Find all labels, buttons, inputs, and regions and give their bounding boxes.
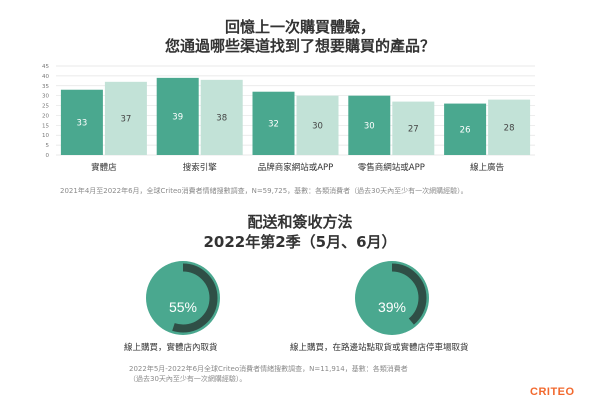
bar xyxy=(296,95,339,155)
chart-footnote: 2021年4月至2022年6月，全球Criteo消費者情緒搜數調查，N=59,7… xyxy=(60,187,468,195)
y-tick-label: 30 xyxy=(42,94,49,100)
donut-footnote-line-1: 2022年5月-2022年6月全球Criteo消費者情緒搜數調查，N=11,91… xyxy=(129,365,408,373)
donut-caption-curbside-pickup: 線上購買，在路邊站點取貨或實體店停車場取貨 xyxy=(290,343,469,353)
bar-value-label: 37 xyxy=(120,114,131,124)
bar xyxy=(104,81,147,155)
bar xyxy=(60,89,103,155)
x-category-label: 實體店 xyxy=(91,162,117,173)
bar xyxy=(252,91,295,155)
y-tick-label: 45 xyxy=(42,64,49,70)
y-tick-label: 20 xyxy=(42,113,49,119)
donut-disc xyxy=(146,261,220,335)
donut-arc xyxy=(357,263,427,333)
donut-disc xyxy=(355,261,429,335)
y-tick-label: 35 xyxy=(42,84,49,90)
x-category-label: 品牌商家網站或APP xyxy=(258,162,334,173)
y-tick-label: 15 xyxy=(42,123,49,129)
y-tick-label: 5 xyxy=(46,143,50,149)
bar-value-label: 30 xyxy=(312,121,323,131)
bar xyxy=(392,101,435,155)
donut-ring xyxy=(355,261,429,335)
x-category-label: 線上廣告 xyxy=(470,162,504,173)
donut-chart-curbside-pickup: 39% xyxy=(355,261,429,335)
bar-value-label: 28 xyxy=(504,123,515,133)
y-tick-label: 0 xyxy=(46,153,50,159)
y-tick-label: 10 xyxy=(42,133,49,139)
donut-chart-in-store-pickup: 55% xyxy=(146,261,220,335)
bar-value-label: 32 xyxy=(268,119,279,129)
donut-arc xyxy=(148,263,218,333)
donut-caption-in-store-pickup: 線上購買，實體店內取貨 xyxy=(124,343,218,353)
x-category-label: 搜索引擎 xyxy=(183,162,218,173)
x-category-label: 零售商網站或APP xyxy=(358,162,425,173)
bar xyxy=(200,79,243,155)
bar xyxy=(156,77,199,155)
bar-value-label: 33 xyxy=(76,118,87,128)
y-tick-label: 25 xyxy=(42,104,49,110)
bar-value-label: 27 xyxy=(408,124,419,134)
donut-ring xyxy=(146,261,220,335)
donut-footnote-line-2: （過去30天內至少有一次網購經驗）。 xyxy=(129,375,247,383)
donut-percent-label: 55% xyxy=(168,299,198,315)
criteo-logo: CRITEO xyxy=(530,386,575,398)
bar-value-label: 30 xyxy=(364,121,375,131)
bar-value-label: 26 xyxy=(460,125,471,135)
section-title-line-1: 配送和簽收方法 xyxy=(247,213,353,231)
chart-title-line-1: 回憶上一次購買體驗， xyxy=(224,18,375,36)
chart-title-line-2: 您通過哪些渠道找到了想要購買的產品？ xyxy=(164,37,435,55)
bar xyxy=(488,99,531,155)
bar xyxy=(444,103,487,155)
section-title-line-2: 2022年第2季（5月、6月） xyxy=(203,233,397,251)
y-tick-label: 40 xyxy=(42,74,49,80)
donut-percent-label: 39% xyxy=(377,299,407,315)
bar xyxy=(348,95,391,155)
bar-value-label: 39 xyxy=(172,112,183,122)
bar-value-label: 38 xyxy=(216,113,227,123)
